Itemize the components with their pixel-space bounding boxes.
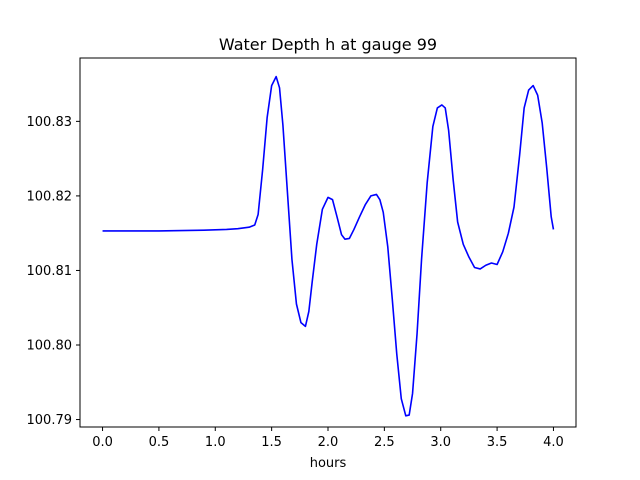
series-line-0 xyxy=(102,75,555,417)
x-tick-label: 2.5 xyxy=(374,435,395,450)
y-tick-label: 100.79 xyxy=(27,413,73,428)
plot-frame xyxy=(79,57,577,428)
x-tick-label: 0.0 xyxy=(92,435,113,450)
y-tick-label: 100.81 xyxy=(27,264,73,279)
y-axis: 100.79 100.80 100.81 100.82 100.83 xyxy=(27,115,80,428)
x-tick-label: 2.0 xyxy=(318,435,339,450)
x-tick-label: 3.5 xyxy=(487,435,508,450)
chart-title: Water Depth h at gauge 99 xyxy=(219,35,437,54)
y-tick-label: 100.80 xyxy=(27,339,73,354)
x-tick-label: 1.0 xyxy=(205,435,226,450)
x-axis: 0.0 0.5 1.0 1.5 2.0 2.5 3.0 3.5 4.0 xyxy=(92,427,564,450)
x-axis-label: hours xyxy=(310,456,347,471)
x-tick-label: 3.0 xyxy=(430,435,451,450)
plot-area xyxy=(79,57,577,428)
y-tick-label: 100.83 xyxy=(27,115,73,130)
x-tick-label: 4.0 xyxy=(543,435,564,450)
x-tick-label: 0.5 xyxy=(149,435,170,450)
x-tick-label: 1.5 xyxy=(261,435,282,450)
y-tick-label: 100.82 xyxy=(27,189,73,204)
